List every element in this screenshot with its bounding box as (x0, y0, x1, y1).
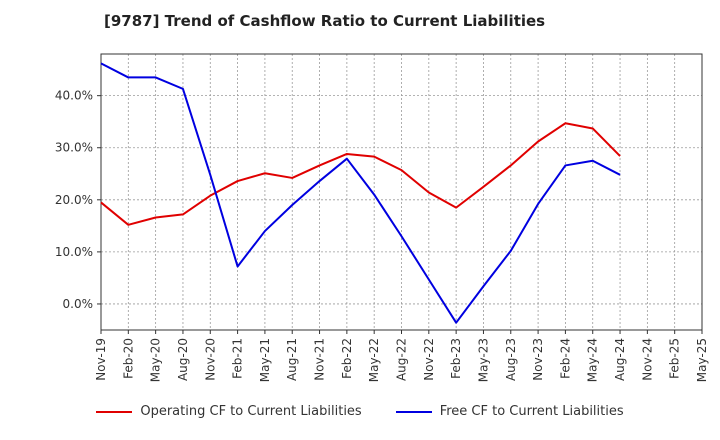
legend-item-operating-cf: Operating CF to Current Liabilities (96, 404, 362, 419)
y-tick-label: 0.0% (63, 297, 94, 311)
x-tick-label: May-20 (149, 338, 163, 382)
x-tick-label: Feb-24 (558, 338, 572, 379)
y-tick-label: 40.0% (55, 89, 93, 103)
x-tick-label: Nov-20 (203, 338, 217, 381)
series-line-free-cf (100, 62, 621, 324)
chart-title: [9787] Trend of Cashflow Ratio to Curren… (104, 12, 546, 30)
x-tick-label: Aug-24 (613, 338, 627, 381)
x-tick-label: Nov-24 (640, 338, 654, 381)
series-line-operating-cf (100, 122, 621, 226)
x-tick-label: Feb-21 (231, 338, 245, 379)
x-tick-label: May-24 (586, 338, 600, 382)
x-tick-label: Feb-20 (121, 338, 135, 379)
y-tick-label: 20.0% (55, 193, 93, 207)
x-tick-label: May-23 (476, 338, 490, 382)
legend-swatch-free-cf (395, 410, 432, 413)
legend-label-free-cf: Free CF to Current Liabilities (439, 404, 624, 419)
x-tick-label: Nov-21 (313, 338, 327, 381)
y-tick-label: 30.0% (55, 141, 93, 155)
x-tick-label: Feb-22 (340, 338, 354, 379)
x-tick-label: Feb-23 (449, 338, 463, 379)
x-tick-label: Aug-20 (176, 338, 190, 381)
x-tick-label: May-25 (695, 338, 709, 382)
x-tick-label: May-22 (367, 338, 381, 382)
x-tick-label: Aug-23 (504, 338, 518, 381)
y-tick-label: 10.0% (55, 245, 93, 259)
x-tick-label: Feb-25 (668, 338, 682, 379)
x-tick-label: Aug-21 (285, 338, 299, 381)
x-tick-label: May-21 (258, 338, 272, 382)
legend-swatch-operating-cf (96, 410, 133, 413)
x-tick-label: Nov-19 (94, 338, 108, 381)
legend-item-free-cf: Free CF to Current Liabilities (395, 404, 624, 419)
legend: Operating CF to Current Liabilities Free… (0, 404, 720, 419)
x-tick-label: Aug-22 (395, 338, 409, 381)
x-tick-label: Nov-23 (531, 338, 545, 381)
legend-label-operating-cf: Operating CF to Current Liabilities (140, 404, 362, 419)
x-tick-label: Nov-22 (422, 338, 436, 381)
